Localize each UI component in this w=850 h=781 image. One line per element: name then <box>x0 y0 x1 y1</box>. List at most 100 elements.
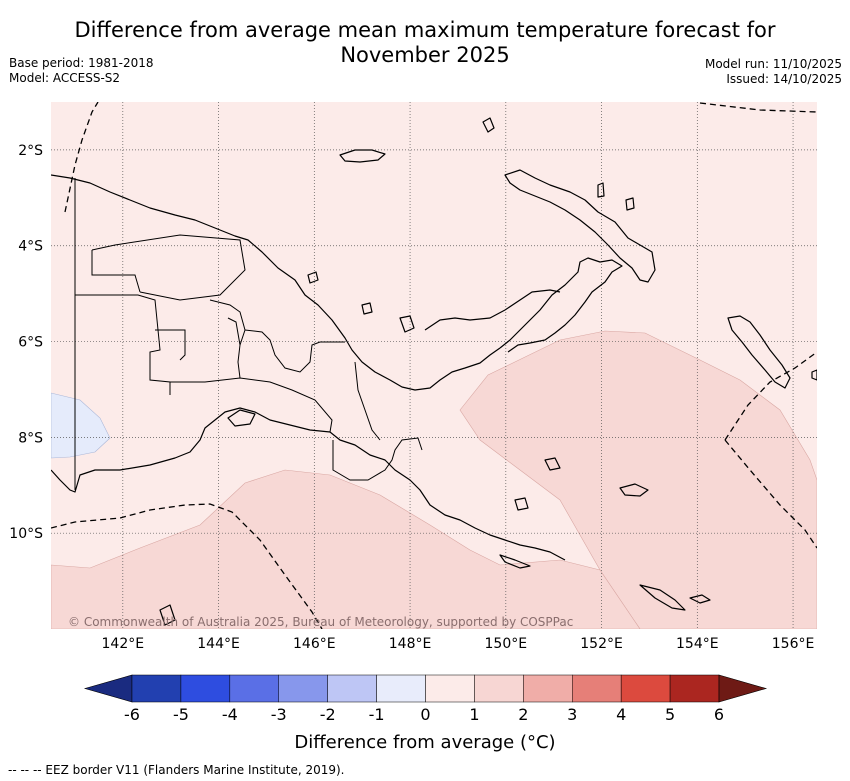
cool-anomaly-region <box>51 392 111 459</box>
latitude-tick-labels: 2°S 4°S 6°S 8°S 10°S <box>9 143 43 542</box>
island-3 <box>399 315 415 333</box>
lat-tick-label: 8°S <box>18 430 43 446</box>
manus-island <box>339 149 386 163</box>
model-run: Model run: 11/10/2025 <box>704 57 842 71</box>
coastline <box>51 117 817 626</box>
island-12 <box>514 497 529 511</box>
colorbar-label: 4 <box>616 705 626 724</box>
lon-tick-label: 142°E <box>102 636 145 652</box>
colorbar-swatch <box>376 674 426 703</box>
chart-title: Difference from average mean maximum tem… <box>0 18 850 68</box>
new-ireland <box>727 315 791 389</box>
title-line-2: November 2025 <box>340 43 510 67</box>
lat-tick-label: 6°S <box>18 335 43 351</box>
island-7 <box>619 483 649 497</box>
island-9 <box>639 584 686 611</box>
colorbar-extend-high <box>718 674 768 703</box>
colorbar-swatch <box>327 674 377 703</box>
new-britain <box>504 169 656 283</box>
island-10 <box>544 457 561 471</box>
eez-east <box>724 439 817 549</box>
warm-anomaly-region-south <box>51 469 641 629</box>
eez-south <box>51 503 323 629</box>
colorbar-label: 0 <box>420 705 430 724</box>
colorbar-extend-low <box>83 674 133 703</box>
colorbar-swatch <box>669 674 720 703</box>
eez-north-east <box>699 102 817 113</box>
meta-right: Model run: 11/10/2025 Issued: 14/10/2025 <box>705 57 842 87</box>
map-area: © Commonwealth of Australia 2025, Bureau… <box>51 102 817 629</box>
huon-coast <box>424 289 561 331</box>
issued-date: Issued: 14/10/2025 <box>726 72 842 86</box>
papuan-peninsula <box>499 257 623 353</box>
eez-borders <box>51 102 817 629</box>
lon-tick-label: 152°E <box>580 636 623 652</box>
colorbar-label: -5 <box>173 705 189 724</box>
province-border-2 <box>91 234 246 301</box>
colorbar-swatch <box>572 674 622 703</box>
colorbar-label: -1 <box>369 705 385 724</box>
province-border-9 <box>155 329 186 361</box>
borders <box>74 178 423 490</box>
colorbar-label: -2 <box>320 705 336 724</box>
longitude-tick-labels: 142°E 144°E 146°E 148°E 150°E 152°E 154°E 156°E <box>102 636 815 652</box>
colorbar-label: 2 <box>518 705 528 724</box>
island-8 <box>689 594 711 604</box>
colorbar-swatch <box>278 674 328 703</box>
colorbar-label: -4 <box>222 705 238 724</box>
province-border-7 <box>332 437 423 481</box>
island-14 <box>227 409 256 427</box>
gridlines <box>51 102 817 629</box>
colorbar-swatch <box>131 674 182 703</box>
title-line-1: Difference from average mean maximum tem… <box>74 18 776 42</box>
colorbar-label: -3 <box>271 705 287 724</box>
meta-left: Base period: 1981-2018 Model: ACCESS-S2 <box>9 56 154 86</box>
colorbar-swatch <box>474 674 524 703</box>
lon-tick-label: 154°E <box>676 636 719 652</box>
colorbar-swatch <box>229 674 279 703</box>
lat-tick-label: 4°S <box>18 239 43 255</box>
island-4 <box>361 302 373 315</box>
colorbar <box>83 674 768 703</box>
island-6 <box>625 197 635 211</box>
province-border-10 <box>227 317 241 346</box>
colorbar-label: 6 <box>714 705 724 724</box>
new-guinea-south-coast <box>51 407 566 561</box>
colorbar-label: 5 <box>665 705 675 724</box>
island-11 <box>499 554 531 569</box>
province-border-6 <box>244 329 345 373</box>
colorbar-swatch <box>425 674 475 703</box>
lon-tick-label: 144°E <box>197 636 240 652</box>
lat-tick-label: 2°S <box>18 143 43 159</box>
province-border-8 <box>354 361 381 441</box>
colorbar-tick-labels: -6 -5 -4 -3 -2 -1 0 1 2 3 4 5 6 <box>124 705 724 724</box>
new-guinea-north-coast <box>51 174 501 391</box>
colorbar-label: 3 <box>567 705 577 724</box>
colorbar-title: Difference from average (°C) <box>294 732 556 753</box>
eez-south-east <box>724 351 817 441</box>
lat-tick-label: 10°S <box>9 526 43 542</box>
island-2 <box>307 271 319 284</box>
island-1 <box>482 117 495 133</box>
lon-tick-label: 156°E <box>772 636 815 652</box>
lon-tick-label: 150°E <box>485 636 528 652</box>
copyright-text: © Commonwealth of Australia 2025, Bureau… <box>68 615 573 629</box>
colorbar-label: 1 <box>469 705 479 724</box>
bougainville <box>811 369 817 381</box>
lon-tick-label: 146°E <box>293 636 336 652</box>
province-border-1 <box>75 294 171 395</box>
colorbar-swatch <box>180 674 231 703</box>
warm-anomaly-region-east <box>459 330 817 629</box>
eez-north-west <box>64 102 99 213</box>
colorbar-label: -6 <box>124 705 140 724</box>
lon-tick-label: 148°E <box>389 636 432 652</box>
colorbar-swatch <box>523 674 573 703</box>
province-border-3 <box>91 250 141 293</box>
island-5 <box>597 182 605 198</box>
colorbar-swatch <box>620 674 671 703</box>
island-13 <box>159 604 176 626</box>
province-border-4 <box>170 377 333 433</box>
base-period: Base period: 1981-2018 <box>9 56 154 70</box>
model-name: Model: ACCESS-S2 <box>9 71 121 85</box>
